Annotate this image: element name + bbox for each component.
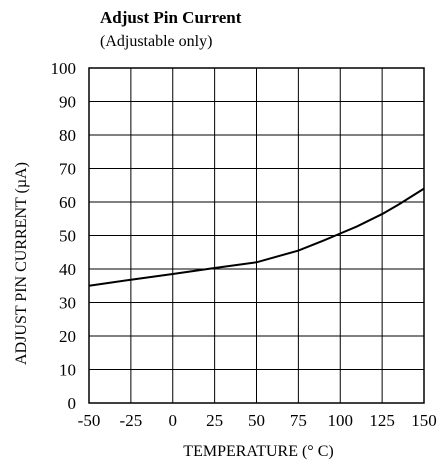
y-tick-label: 50 <box>59 227 76 246</box>
x-tick-label: 100 <box>328 411 354 430</box>
series-line <box>88 187 425 287</box>
y-axis-label: ADJUST PIN CURRENT (µA) <box>13 162 30 365</box>
y-tick-label: 60 <box>59 193 76 212</box>
x-tick-label: 75 <box>290 411 307 430</box>
x-tick-label: 150 <box>411 411 437 430</box>
y-tick-label: 20 <box>59 327 76 346</box>
x-tick-label: 25 <box>206 411 223 430</box>
y-tick-label: 0 <box>68 394 77 413</box>
x-tick-label: 125 <box>369 411 395 430</box>
y-tick-label: 90 <box>59 93 76 112</box>
y-tick-label: 40 <box>59 260 76 279</box>
y-tick-label: 70 <box>59 160 76 179</box>
y-tick-label: 30 <box>59 294 76 313</box>
x-tick-label: -25 <box>120 411 143 430</box>
y-tick-label: 80 <box>59 126 76 145</box>
chart-title: Adjust Pin Current <box>100 8 242 27</box>
y-tick-label: 100 <box>51 59 77 78</box>
y-tick-label: 10 <box>59 361 76 380</box>
x-tick-label: -50 <box>78 411 101 430</box>
chart-subtitle: (Adjustable only) <box>100 33 213 50</box>
x-tick-label: 50 <box>248 411 265 430</box>
plot-frame <box>88 67 425 404</box>
x-axis-label: TEMPERATURE (° C) <box>183 443 333 460</box>
x-tick-label: 0 <box>169 411 178 430</box>
